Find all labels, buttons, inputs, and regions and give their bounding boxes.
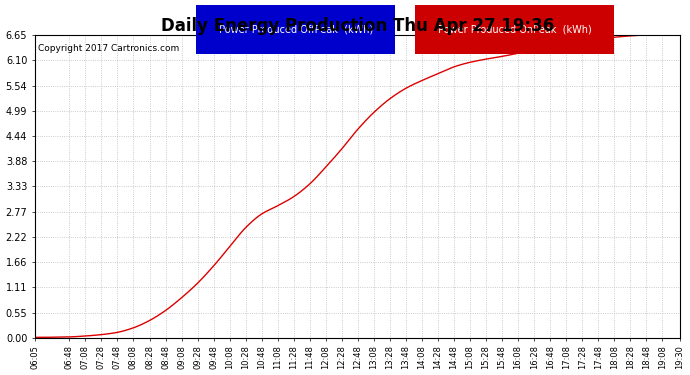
Title: Daily Energy Production Thu Apr 27 19:36: Daily Energy Production Thu Apr 27 19:36 (161, 17, 554, 35)
Text: Copyright 2017 Cartronics.com: Copyright 2017 Cartronics.com (38, 44, 179, 53)
Text: Power Produced OnPeak  (kWh): Power Produced OnPeak (kWh) (435, 24, 595, 34)
Text: Power Produced OffPeak  (kWh): Power Produced OffPeak (kWh) (215, 24, 376, 34)
